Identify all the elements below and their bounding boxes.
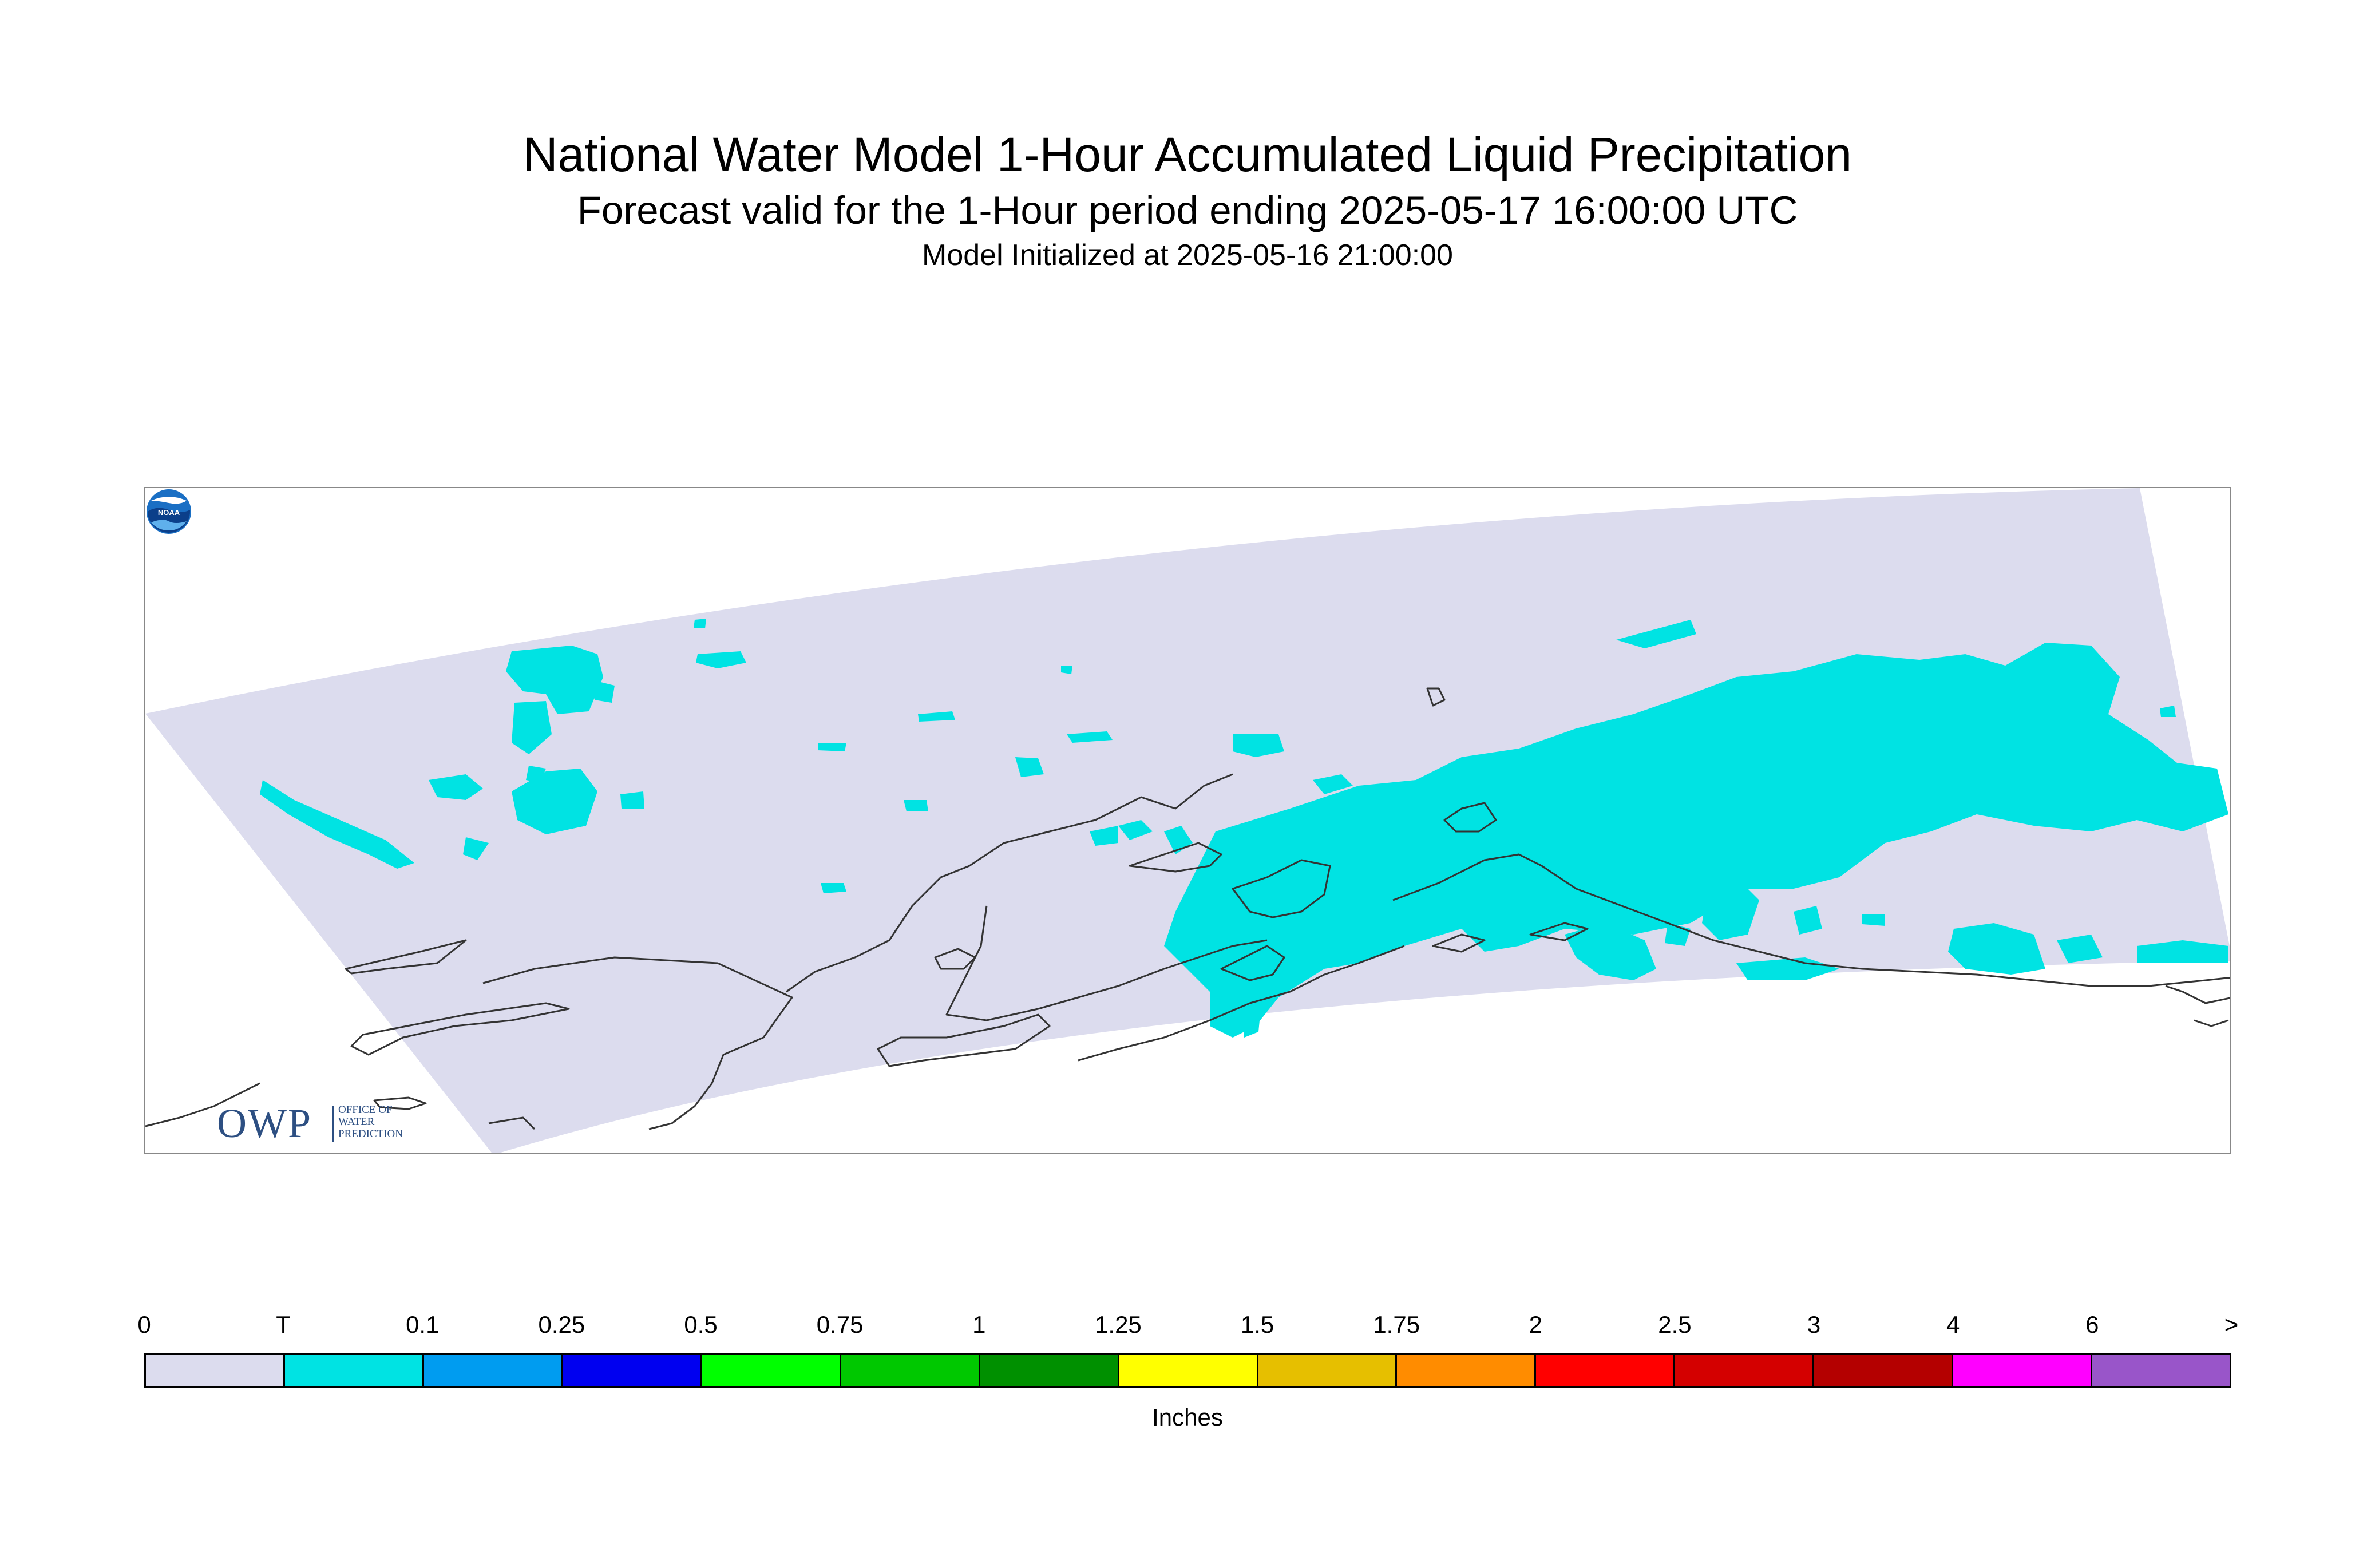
noaa-logo: NOAA <box>147 489 191 534</box>
colorbar-tick-label: 0.5 <box>684 1311 718 1338</box>
colorbar-tick-label: 2 <box>1529 1311 1543 1338</box>
colorbar-units: Inches <box>1152 1404 1223 1431</box>
model-domain <box>145 488 2230 1153</box>
colorbar-tick-label: 2.5 <box>1658 1311 1692 1338</box>
owp-logo: OWP OFFICE OF WATER PREDICTION <box>217 1100 423 1146</box>
map-subtitle: Forecast valid for the 1-Hour period end… <box>577 188 1798 232</box>
owp-logo-divider <box>332 1106 334 1142</box>
colorbar-tick-label: 1 <box>972 1311 986 1338</box>
colorbar-swatch <box>1814 1355 1954 1386</box>
colorbar-swatch <box>1675 1355 1815 1386</box>
colorbar-tick-label: 1.5 <box>1240 1311 1274 1338</box>
colorbar-tick-label: 0 <box>137 1311 151 1338</box>
colorbar-tick-label: 0.75 <box>816 1311 864 1338</box>
colorbar-tick-label: 1.25 <box>1095 1311 1142 1338</box>
colorbar-swatch <box>980 1355 1119 1386</box>
trace-precip-areas <box>260 619 2228 1038</box>
colorbar-tick-label: 0.25 <box>538 1311 585 1338</box>
colorbar-swatch <box>841 1355 980 1386</box>
colorbar-swatch <box>1953 1355 2093 1386</box>
colorbar-swatch <box>1258 1355 1398 1386</box>
colorbar-tick-label: > <box>2224 1311 2239 1338</box>
colorbar-swatch <box>146 1355 285 1386</box>
colorbar-tick-label: 6 <box>2085 1311 2099 1338</box>
colorbar-labels: 0 T 0.1 0.25 0.5 0.75 1 1.25 1.5 1.75 2 2.5 3 4 6 > <box>137 1310 2238 1345</box>
model-init-time: Model Initialized at 2025-05-16 21:00:00 <box>922 239 1453 272</box>
colorbar-swatch <box>563 1355 702 1386</box>
colorbar-tick-label: 4 <box>1946 1311 1960 1338</box>
colorbar-swatch <box>423 1355 563 1386</box>
map-title: National Water Model 1-Hour Accumulated … <box>522 128 1852 181</box>
owp-logo-text: OFFICE OF WATER PREDICTION <box>338 1104 403 1140</box>
colorbar-swatch <box>1397 1355 1537 1386</box>
colorbar-swatch <box>1536 1355 1676 1386</box>
colorbar-swatch <box>702 1355 841 1386</box>
owp-logo-mark: OWP <box>217 1100 312 1146</box>
colorbar-tick-label: 0.1 <box>406 1311 440 1338</box>
colorbar-swatch <box>284 1355 424 1386</box>
precip-map <box>145 488 2230 1153</box>
coastlines <box>145 687 2230 1130</box>
noaa-logo-text: NOAA <box>158 508 180 517</box>
colorbar <box>144 1353 2231 1388</box>
colorbar-tick-label: 3 <box>1807 1311 1821 1338</box>
map-panel: OWP OFFICE OF WATER PREDICTION NOAA <box>144 487 2231 1154</box>
colorbar-swatch <box>1119 1355 1258 1386</box>
colorbar-swatch <box>2092 1355 2230 1386</box>
colorbar-tick-label: 1.75 <box>1373 1311 1420 1338</box>
colorbar-tick-label: T <box>276 1311 291 1338</box>
